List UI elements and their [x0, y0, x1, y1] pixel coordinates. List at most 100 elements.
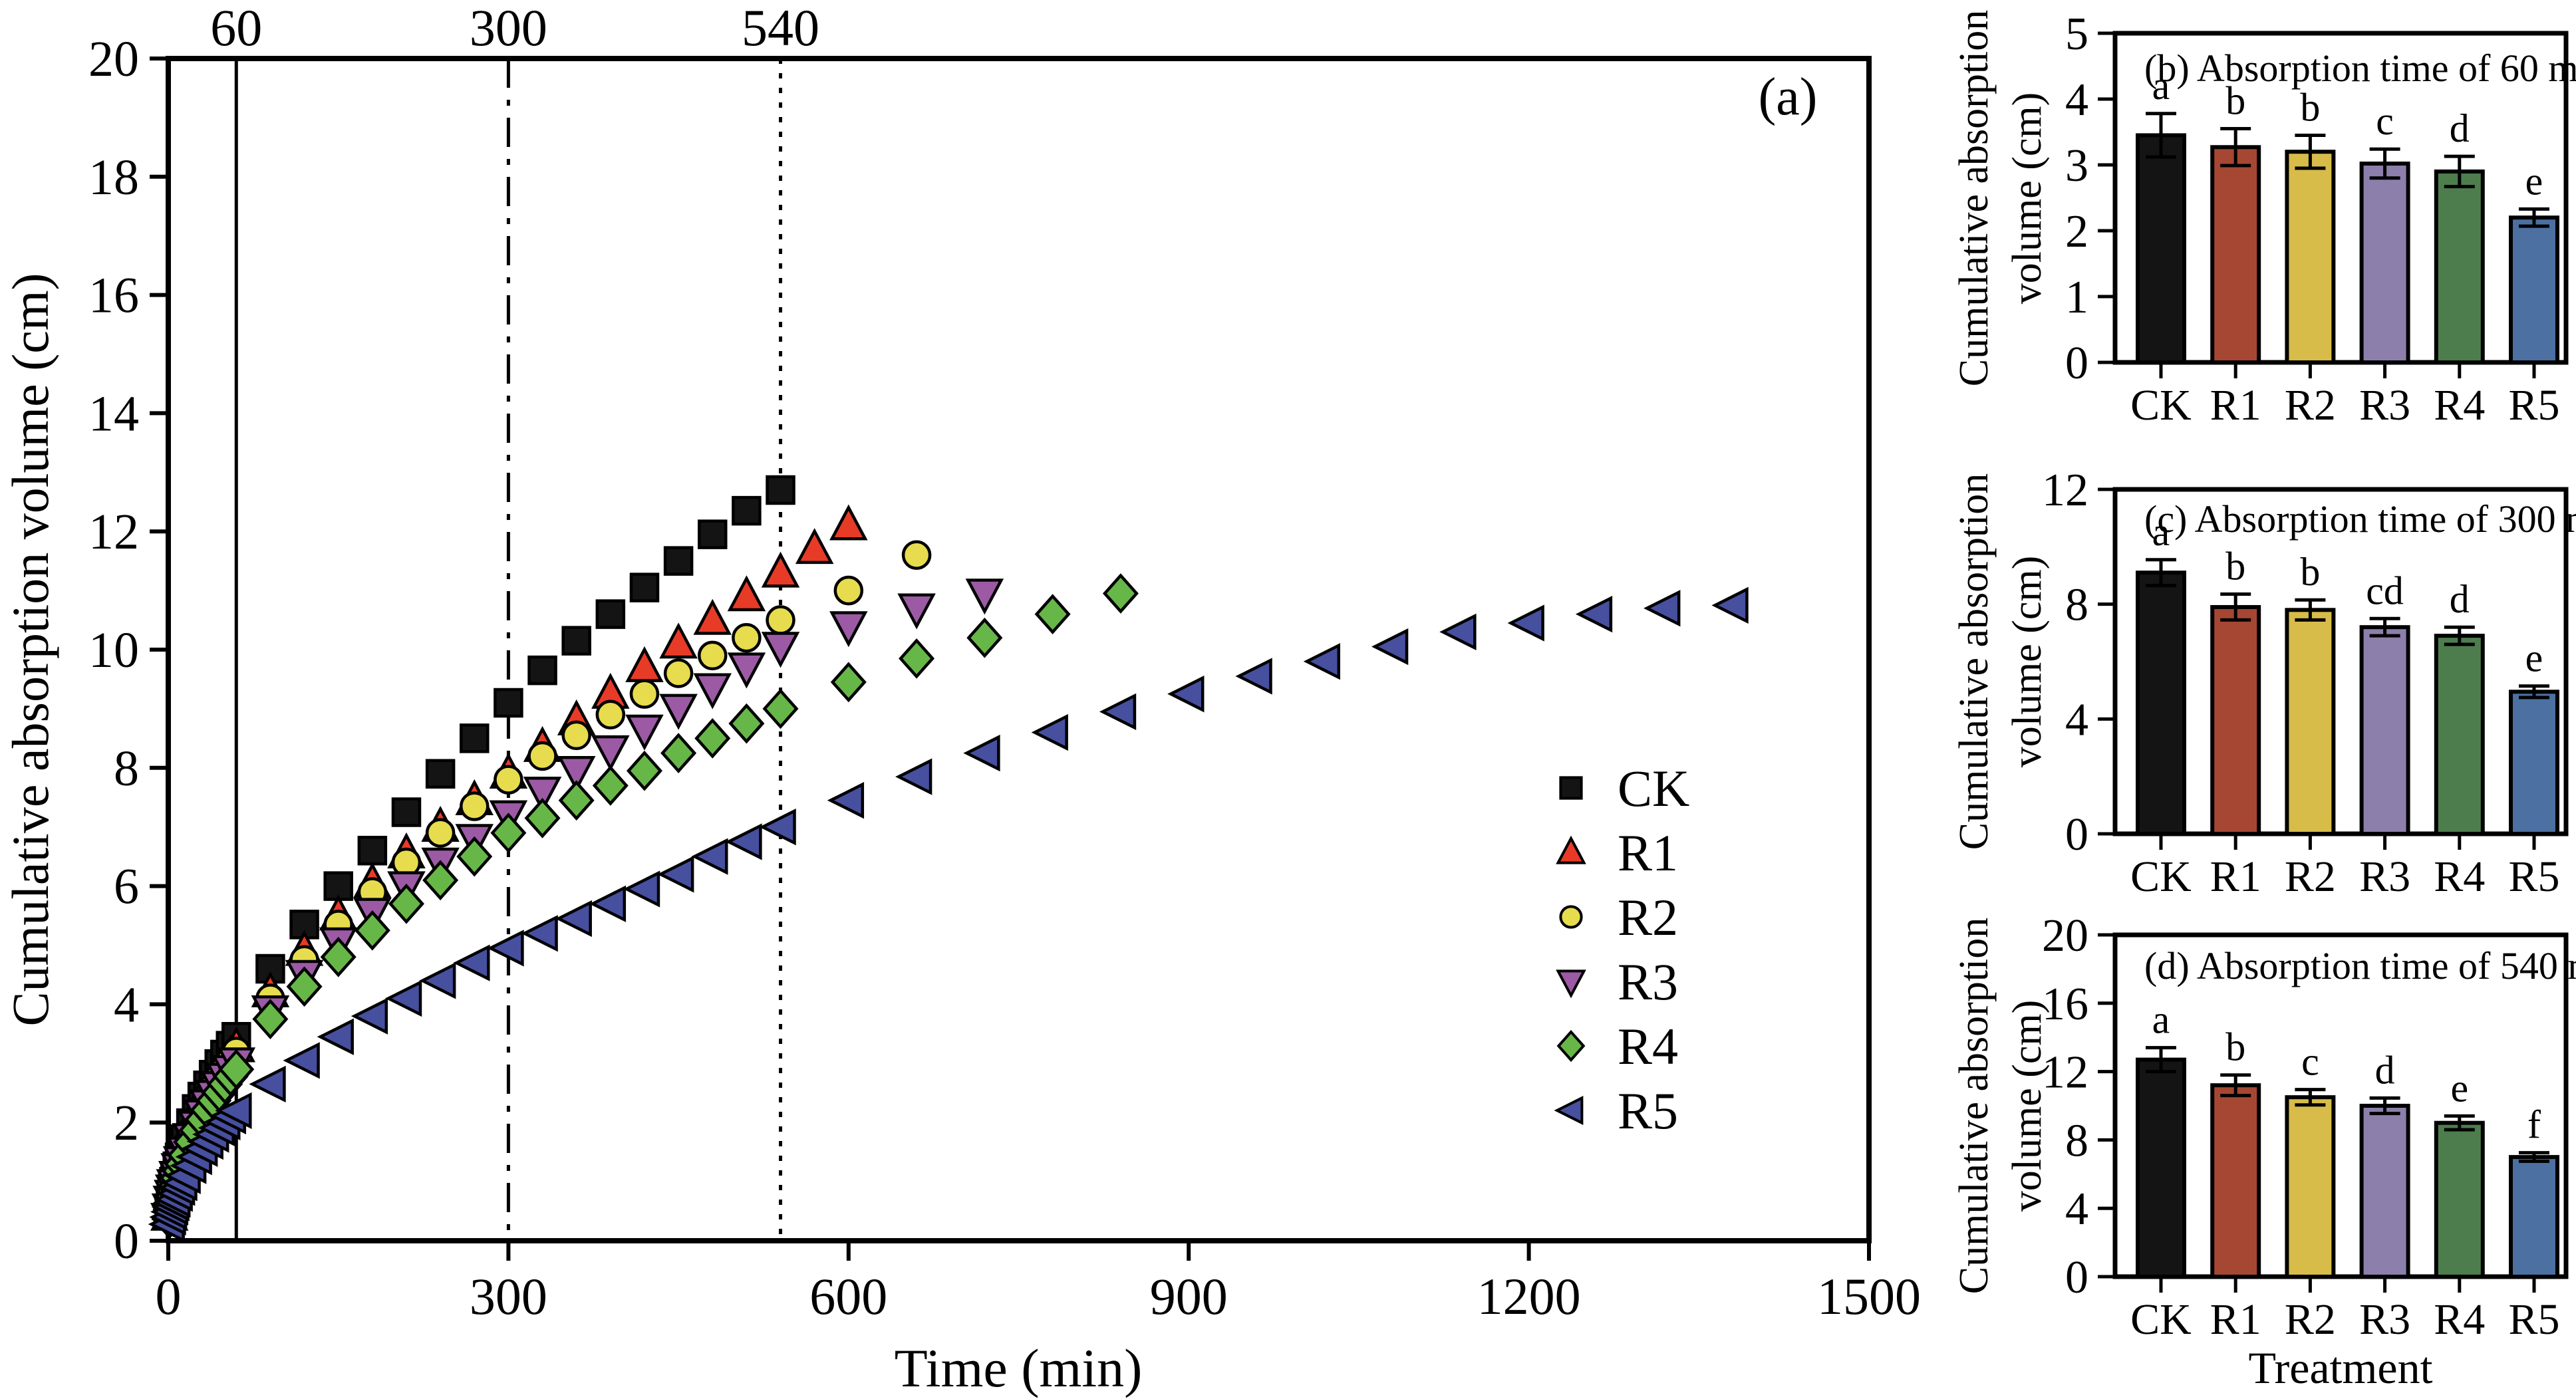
r5-point: [1235, 658, 1272, 695]
r2-point: [901, 540, 932, 570]
panel-d-y-axis-title-line1: Cumulative absorption: [1951, 918, 1997, 1295]
r5-point: [657, 856, 694, 893]
panel-a-label: (a): [1759, 68, 1818, 126]
significance-letter: e: [2450, 1066, 2468, 1110]
x-category-label: R5: [2508, 852, 2559, 901]
bar-b-r4: [2434, 169, 2485, 364]
series-r2: [154, 540, 932, 1231]
r2-point: [527, 741, 557, 771]
r5-point: [623, 870, 660, 908]
significance-letter: a: [2152, 510, 2170, 554]
bar-d-r2: [2285, 1095, 2336, 1279]
r5-point: [521, 915, 558, 952]
r3-point: [693, 673, 732, 709]
legend-marker-diamond-icon: [1556, 1029, 1586, 1063]
r4-point: [966, 617, 1003, 658]
panel-a-x-axis-title: Time (min): [895, 1338, 1143, 1398]
y-tick-label: 3: [2065, 140, 2088, 191]
legend-item-r3: R3: [1556, 953, 1678, 1011]
r4-point: [1102, 573, 1139, 614]
y-tick-label: 0: [2065, 809, 2088, 860]
legend-item-r5: R5: [1554, 1082, 1678, 1140]
r5-point: [249, 1065, 286, 1103]
r5-point: [384, 979, 422, 1017]
r5-point: [1507, 604, 1544, 642]
r4-point: [490, 813, 527, 853]
r1-point: [693, 598, 732, 635]
bar-b-r1: [2210, 145, 2261, 365]
bar-c-r2: [2285, 608, 2336, 836]
r2-point: [663, 658, 694, 688]
ck-point: [732, 495, 762, 526]
ck-point: [255, 954, 285, 984]
legend-item-r1: R1: [1556, 824, 1678, 882]
bar-c-r5: [2509, 690, 2559, 836]
x-category-label: R1: [2210, 852, 2261, 901]
ck-point: [527, 655, 557, 686]
y-tick-label: 10: [88, 622, 139, 678]
x-category-label: R3: [2359, 381, 2410, 430]
r3-point: [659, 694, 698, 730]
r4-point: [1034, 594, 1071, 635]
r3-point: [897, 593, 936, 630]
r2-point: [595, 700, 626, 729]
ck-point: [323, 871, 353, 901]
significance-letter: b: [2225, 1025, 2245, 1069]
y-tick-label: 12: [2042, 1047, 2088, 1098]
ck-point: [357, 836, 388, 866]
x-tick-label: 1500: [1817, 1267, 1921, 1325]
r2-point: [732, 623, 762, 653]
r2-point: [561, 720, 591, 751]
r2-point: [494, 765, 523, 795]
legend-item-ck: CK: [1559, 759, 1689, 817]
significance-letter: d: [2450, 577, 2470, 621]
plot-box-b: [2112, 31, 2569, 365]
r1-point: [727, 575, 766, 612]
r5-point: [1167, 676, 1205, 713]
r5-point: [283, 1042, 320, 1079]
y-tick-label: 8: [2065, 1115, 2088, 1166]
significance-letter: d: [2375, 1048, 2395, 1092]
legend-marker-triangle-down-icon: [1556, 969, 1586, 999]
r5-point: [215, 1092, 252, 1130]
y-tick-label: 20: [2042, 910, 2088, 961]
r5-point: [691, 838, 728, 875]
r3-point: [829, 611, 868, 648]
r2-point: [460, 791, 490, 821]
x-category-label: CK: [2130, 852, 2192, 901]
r5-point: [453, 944, 490, 981]
panel-c-title: (c) Absorption time of 300 min: [2144, 497, 2576, 541]
r3-point: [965, 578, 1004, 615]
bar-d-r4: [2434, 1120, 2485, 1279]
x-category-label: R4: [2434, 381, 2485, 430]
r4-point: [524, 797, 561, 838]
r2-point: [697, 640, 728, 671]
legend-label: R4: [1618, 1017, 1678, 1075]
y-tick-label: 4: [2065, 694, 2088, 745]
bar-b-r5: [2509, 215, 2559, 365]
scatter-panel-a: 60 300 540 0 2 4 6 8 10 12 14 16 18 20 0 300 600 900 1200 1…: [88, 0, 1921, 1325]
panel-b-y-axis-title-line2: volume (cm): [2005, 92, 2050, 305]
r4-point: [728, 703, 765, 744]
ck-point: [460, 723, 490, 753]
r4-point: [388, 883, 424, 924]
r5-point: [1303, 643, 1341, 680]
r2-point: [629, 679, 660, 709]
bar-d-r3: [2359, 1104, 2410, 1279]
r4-point: [558, 780, 595, 821]
significance-letter: b: [2225, 545, 2245, 588]
r4-point: [830, 662, 867, 703]
significance-letter: a: [2152, 64, 2170, 108]
r3-point: [557, 755, 596, 793]
panel-c-y-axis-title-line2: volume (cm): [2005, 556, 2050, 768]
r5-point: [963, 734, 1000, 772]
ck-point: [697, 519, 728, 549]
r5-point: [895, 758, 932, 795]
y-tick-label: 4: [2065, 74, 2088, 126]
r4-point: [354, 910, 390, 951]
bar-panel-d: 0 4 8 12 16 20 a CK b R1 c R2 d R3 e R4 f R5: [2042, 910, 2569, 1344]
legend-marker-triangle-left-icon: [1554, 1096, 1584, 1125]
significance-letter: cd: [2366, 569, 2404, 612]
bar-panel-c: 0 4 8 12 a CK b R1 b R2 cd R3 d R4 e R5: [2042, 465, 2569, 901]
r3-point: [727, 652, 766, 689]
